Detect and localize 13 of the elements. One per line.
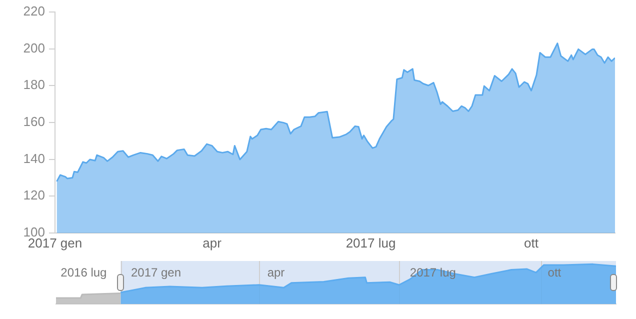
x-tick-label: 2016 lug xyxy=(60,265,107,280)
y-tick-label: 180 xyxy=(23,77,45,92)
y-tick-label: 200 xyxy=(23,40,45,56)
y-tick-label: 140 xyxy=(23,150,45,166)
x-tick-label: ott xyxy=(548,265,562,280)
x-tick-label: apr xyxy=(202,235,222,250)
x-tick-label: 2017 lug xyxy=(346,235,396,250)
x-tick-label: apr xyxy=(267,265,285,280)
x-tick-label: ott xyxy=(524,235,539,250)
y-tick-label: 160 xyxy=(23,114,45,130)
y-tick-label: 120 xyxy=(23,188,45,203)
y-tick-label: 220 xyxy=(23,4,45,19)
x-tick-label: 2017 gen xyxy=(130,265,182,280)
